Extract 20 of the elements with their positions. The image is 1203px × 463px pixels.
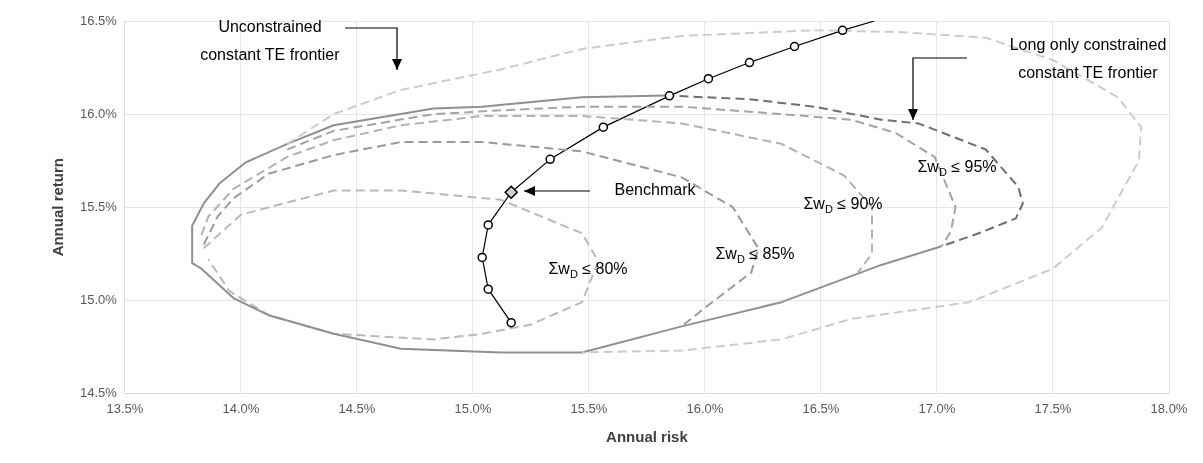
y-axis-title: Annual return [49,158,67,257]
x-tick-label: 17.0% [918,400,956,416]
annotation: Unconstrained constant TE frontier [200,18,341,64]
annotation: Benchmark [614,181,697,199]
x-tick-label: 17.5% [1034,400,1072,416]
x-tick-label: 18.0% [1150,400,1188,416]
y-tick-label: 14.5% [79,384,118,400]
x-tick-label: 15.0% [454,400,492,416]
x-tick-label: 14.5% [338,400,376,416]
y-tick-label: 15.5% [79,198,118,214]
x-tick-label: 13.5% [106,400,144,416]
annotation: Long only constrained constant TE frontier [1009,36,1167,82]
y-tick-label: 16.5% [79,12,118,28]
x-axis-title: Annual risk [606,428,689,446]
x-tick-label: 16.5% [802,400,840,416]
y-tick-label: 16.0% [79,105,118,121]
y-tick-label: 15.0% [79,291,118,307]
x-tick-label: 16.0% [686,400,724,416]
x-tick-label: 15.5% [570,400,608,416]
x-tick-label: 14.0% [222,400,260,416]
